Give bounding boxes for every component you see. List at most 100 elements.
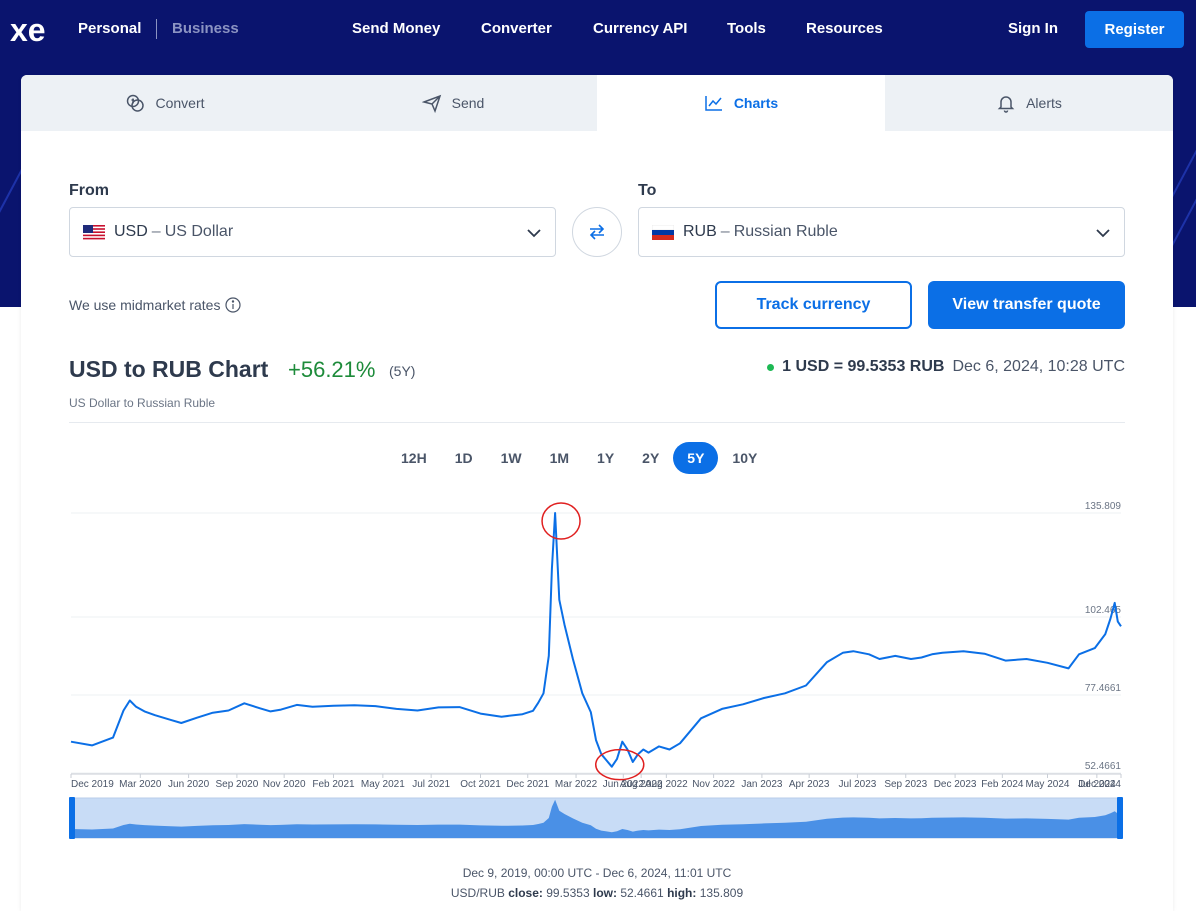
from-currency-name: US Dollar (164, 223, 234, 240)
tab-alerts[interactable]: Alerts (885, 75, 1173, 131)
x-tick-label: Nov 2020 (263, 779, 306, 790)
nav-business[interactable]: Business (172, 20, 239, 37)
tab-convert-label: Convert (155, 95, 205, 111)
x-tick-label: Feb 2021 (312, 779, 355, 790)
chevron-down-icon (1096, 229, 1110, 238)
x-tick-label: Mar 2022 (555, 779, 598, 790)
rate-value: 1 USD = 99.5353 RUB (782, 358, 945, 375)
to-label: To (638, 182, 657, 199)
x-tick-label: Aug 2022 (620, 779, 663, 790)
coins-icon (127, 94, 145, 112)
live-status-dot (767, 363, 775, 371)
chart-subtitle: US Dollar to Russian Ruble (69, 396, 216, 410)
x-tick-label: Apr 2023 (789, 779, 830, 790)
x-tick-label: Aug 2022 (645, 779, 688, 790)
to-currency-name: Russian Ruble (733, 223, 838, 240)
range-1d[interactable]: 1D (454, 450, 473, 466)
x-tick-label: May 2021 (361, 779, 405, 790)
range-1y[interactable]: 1Y (597, 450, 615, 466)
bell-icon (997, 96, 1015, 113)
summary-pair: USD/RUB (450, 886, 505, 900)
x-tick-label: Jul 2024 (1078, 779, 1116, 790)
us-flag-icon (83, 224, 105, 240)
nav-send-money[interactable]: Send Money (352, 20, 441, 37)
x-tick-label: Jul 2021 (412, 779, 450, 790)
x-tick-label: Dec 2019 (71, 779, 114, 790)
x-tick-label: Mar 2020 (119, 779, 162, 790)
x-tick-label: Jan 2023 (741, 779, 783, 790)
tab-convert[interactable]: Convert (21, 75, 309, 131)
info-icon[interactable] (225, 297, 242, 313)
rate-timestamp: Dec 6, 2024, 10:28 UTC (952, 358, 1125, 375)
range-12h[interactable]: 12H (401, 450, 427, 466)
paper-plane-icon (421, 94, 441, 113)
annotation-high-circle (541, 502, 581, 540)
midmarket-text: We use midmarket rates (69, 297, 221, 313)
sign-in-link[interactable]: Sign In (1008, 20, 1058, 37)
swap-currencies-button[interactable] (572, 207, 622, 257)
line-chart-icon (705, 96, 722, 111)
x-tick-label: May 2024 (1026, 779, 1070, 790)
y-tick-label: 102.465 (1085, 605, 1122, 616)
chart-change-percent: +56.21% (288, 357, 376, 382)
nav-currency-api[interactable]: Currency API (593, 20, 688, 37)
range-1w[interactable]: 1W (500, 450, 522, 466)
navigator-right-handle (1117, 797, 1123, 839)
to-separator: – (720, 223, 730, 240)
summary-high-label: high: (667, 886, 697, 900)
x-tick-label: Jun 2020 (168, 779, 210, 790)
to-currency-select[interactable]: RUB – Russian Ruble (638, 207, 1125, 257)
series-line-usd-rub (70, 512, 1122, 768)
nav-converter[interactable]: Converter (481, 20, 552, 37)
top-navigation: xe Personal Business Send Money Converte… (0, 0, 1196, 60)
register-button[interactable]: Register (1085, 11, 1184, 48)
xe-logo[interactable]: xe (8, 10, 60, 50)
x-tick-label: Oct 2021 (460, 779, 501, 790)
x-tick-label: Dec 2024 (1078, 779, 1121, 790)
nav-personal[interactable]: Personal (78, 20, 142, 37)
navigator-area (71, 799, 1121, 838)
nav-tools[interactable]: Tools (727, 20, 766, 37)
range-5y[interactable]: 5Y (673, 442, 719, 474)
tool-tabs: Convert Send Charts Alerts (21, 75, 1173, 131)
x-tick-label: Nov 2022 (692, 779, 735, 790)
nav-divider (156, 19, 157, 39)
navigator-left-handle (69, 797, 75, 839)
swap-arrows-icon (589, 224, 605, 240)
summary-close-label: close: (508, 886, 543, 900)
current-rate: 1 USD = 99.5353 RUB Dec 6, 2024, 10:28 U… (767, 358, 1125, 376)
view-transfer-quote-button[interactable]: View transfer quote (928, 281, 1125, 329)
x-tick-label: Jun 2022 (603, 779, 645, 790)
y-tick-label: 52.4661 (1085, 761, 1122, 772)
midmarket-note: We use midmarket rates (69, 297, 242, 313)
y-tick-label: 135.809 (1085, 501, 1122, 512)
from-separator: – (151, 223, 161, 240)
summary-low-label: low: (592, 886, 617, 900)
nav-resources[interactable]: Resources (806, 20, 883, 37)
russia-flag-icon (652, 224, 674, 240)
range-10y[interactable]: 10Y (732, 450, 758, 466)
range-1m[interactable]: 1M (549, 450, 570, 466)
x-tick-label: Feb 2024 (981, 779, 1024, 790)
from-currency-select[interactable]: USD – US Dollar (69, 207, 556, 257)
tab-charts[interactable]: Charts (597, 75, 885, 131)
divider (69, 422, 1125, 423)
x-tick-label: Dec 2021 (506, 779, 549, 790)
chart-date-range: Dec 9, 2019, 00:00 UTC - Dec 6, 2024, 11… (462, 866, 732, 880)
y-tick-label: 77.4661 (1085, 683, 1122, 694)
exchange-rate-chart[interactable]: 135.809 102.465 77.4661 52.4661 Dec 2019 Mar … (67, 495, 1131, 851)
x-tick-label: Dec 2023 (934, 779, 977, 790)
summary-close-value: 99.5353 (546, 886, 590, 900)
annotation-low-circle (595, 748, 645, 781)
tab-send[interactable]: Send (309, 75, 597, 131)
converter-card: Convert Send Charts Alerts From USD – US… (21, 75, 1173, 911)
x-tick-label: Sep 2023 (884, 779, 927, 790)
range-2y[interactable]: 2Y (642, 450, 660, 466)
tab-alerts-label: Alerts (1026, 95, 1062, 111)
from-label: From (69, 182, 109, 199)
from-currency-code: USD (114, 223, 148, 240)
chart-summary: USD/RUB close: 99.5353 low: 52.4661 high… (21, 886, 1173, 900)
x-tick-label: Jul 2023 (839, 779, 877, 790)
chevron-down-icon (527, 229, 541, 238)
track-currency-button[interactable]: Track currency (715, 281, 912, 329)
